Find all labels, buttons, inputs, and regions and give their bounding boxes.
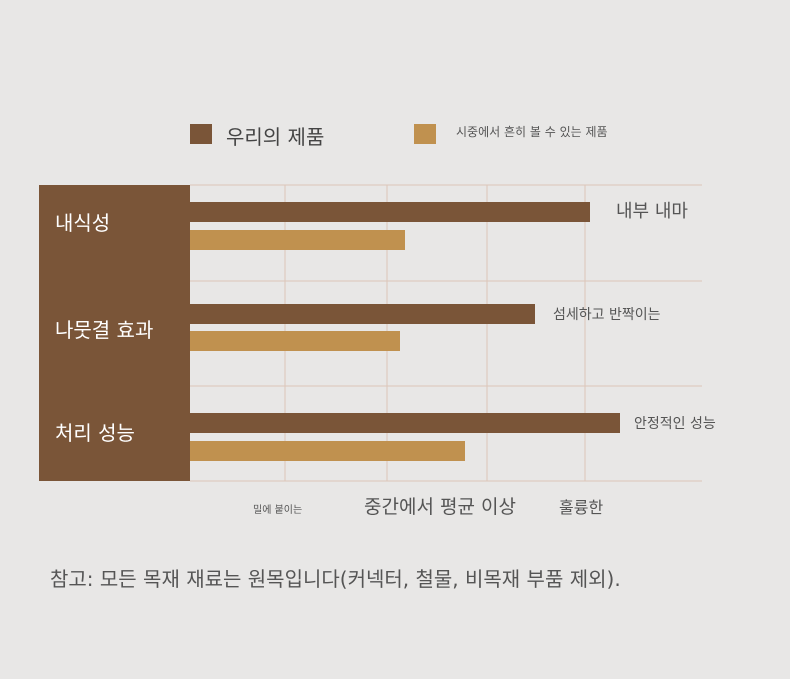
legend-label-our-product: 우리의 제품 bbox=[226, 125, 325, 149]
bar-annotation: 안정적인 성능 bbox=[634, 416, 716, 432]
legend-swatch-market-product bbox=[414, 124, 436, 144]
bar-our-product bbox=[190, 304, 535, 324]
footnote: 참고: 모든 목재 재료는 원목입니다(커넥터, 철물, 비목재 부품 제외). bbox=[50, 567, 621, 591]
bar-our-product bbox=[190, 202, 590, 222]
bar-market-product bbox=[190, 441, 465, 461]
bar-annotation: 내부 내마 bbox=[616, 201, 688, 222]
category-label: 내식성 bbox=[55, 211, 110, 235]
legend-swatch-our-product bbox=[190, 124, 212, 144]
category-panel bbox=[39, 185, 190, 481]
legend-label-market-product: 시중에서 흔히 볼 수 있는 제품 bbox=[456, 125, 608, 139]
category-label: 나뭇결 효과 bbox=[55, 318, 153, 342]
x-tick-label: 훌륭한 bbox=[559, 498, 603, 517]
bar-annotation: 섬세하고 반짝이는 bbox=[553, 307, 661, 323]
bar-market-product bbox=[190, 230, 405, 250]
category-label: 처리 성능 bbox=[55, 421, 135, 445]
bar-market-product bbox=[190, 331, 400, 351]
bar-our-product bbox=[190, 413, 620, 433]
x-tick-label: 밀에 붙이는 bbox=[253, 504, 302, 516]
x-tick-label: 중간에서 평균 이상 bbox=[364, 496, 516, 518]
